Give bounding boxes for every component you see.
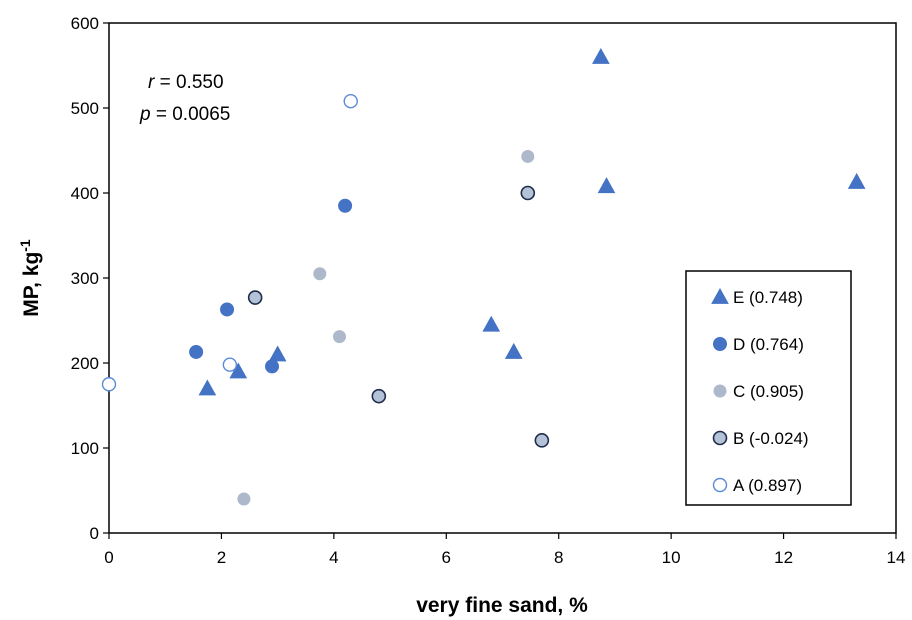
data-point: [220, 302, 235, 317]
data-point: [597, 177, 616, 194]
legend-marker: [712, 477, 728, 493]
data-point: [847, 172, 866, 189]
legend-label: B (-0.024): [733, 429, 809, 448]
data-point: [534, 433, 550, 448]
legend-label: E (0.748): [733, 288, 803, 307]
data-point: [313, 267, 327, 281]
y-tick-label: 0: [90, 524, 99, 543]
legend-box: [685, 270, 852, 506]
data-point: [504, 342, 523, 359]
x-tick-label: 0: [104, 548, 113, 567]
y-tick-label: 500: [71, 99, 99, 118]
data-point: [189, 344, 204, 359]
legend-label: A (0.897): [733, 476, 802, 495]
x-tick-label: 4: [329, 548, 338, 567]
data-point: [332, 330, 346, 344]
p-annotation: p = 0.0065: [139, 104, 230, 125]
legend-marker: [713, 337, 727, 351]
data-point: [265, 359, 280, 374]
x-axis-ticks: 0 2 4 6 8 10 12 14: [104, 533, 905, 567]
data-point: [482, 315, 501, 332]
y-tick-label: 600: [71, 14, 99, 33]
legend-label: D (0.764): [733, 335, 804, 354]
y-tick-label: 100: [71, 439, 99, 458]
legend-label: C (0.905): [733, 382, 804, 401]
x-tick-label: 12: [774, 548, 793, 567]
data-point: [371, 388, 387, 404]
data-point: [343, 93, 358, 109]
legend-marker: [713, 384, 727, 398]
y-tick-label: 200: [71, 354, 99, 373]
x-tick-label: 8: [554, 548, 563, 567]
data-point: [237, 492, 251, 506]
data-point: [229, 362, 248, 379]
legend-marker: [712, 430, 728, 446]
x-tick-label: 10: [662, 548, 681, 567]
svg-text:p = 0.0065: p = 0.0065: [139, 104, 230, 125]
data-point: [520, 185, 536, 201]
data-points: [101, 47, 866, 506]
data-point: [592, 47, 610, 64]
x-tick-label: 6: [442, 548, 451, 567]
data-point: [338, 198, 353, 213]
data-point: [101, 377, 117, 392]
data-point: [198, 379, 217, 396]
legend-marker: [711, 287, 729, 304]
y-tick-label: 400: [71, 184, 99, 203]
data-point: [268, 345, 287, 362]
data-point: [247, 290, 263, 305]
data-point: [521, 149, 535, 163]
y-tick-label: 300: [71, 269, 99, 288]
data-point: [222, 357, 238, 372]
x-tick-label: 14: [887, 548, 906, 567]
x-axis-title: very fine sand, %: [416, 594, 588, 617]
x-tick-label: 2: [217, 548, 226, 567]
legend: E (0.748) D (0.764) C (0.905) B (-0.024) A (…: [711, 287, 809, 495]
svg-text:r = 0.550: r = 0.550: [148, 72, 224, 93]
y-axis-title: MP, kg-1: [17, 239, 43, 317]
y-axis-ticks: 0 100 200 300 400 500 600: [71, 14, 109, 543]
r-annotation: r = 0.550: [148, 72, 224, 93]
